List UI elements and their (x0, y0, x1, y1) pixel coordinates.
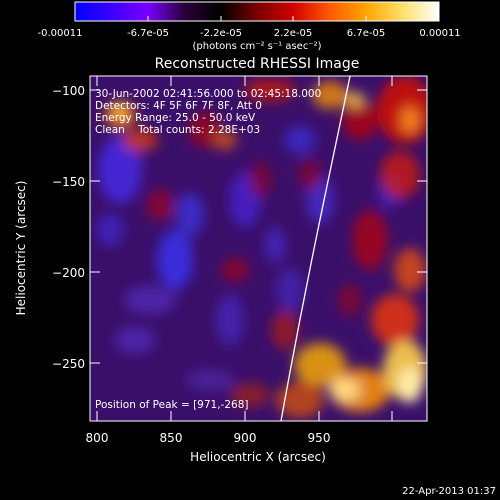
y-axis-label: Heliocentric Y (arcsec) (14, 181, 28, 316)
colorbar-tick-label-5: 0.00011 (419, 28, 460, 39)
colorbar-tick-label-0: -0.00011 (38, 28, 83, 39)
peak-position-label: Position of Peak = [971,-268] (95, 399, 249, 411)
y-tick-label-2: −200 (52, 266, 85, 280)
emission-blob (276, 268, 304, 312)
emission-blob (284, 126, 316, 154)
colorbar-ticks (74, 16, 440, 21)
emission-blob (345, 92, 365, 108)
emission-blob (298, 159, 322, 191)
colorbar-unit-label: (photons cm⁻² s⁻¹ asec⁻²) (192, 41, 321, 52)
emission-blob (338, 284, 362, 316)
emission-blob (157, 230, 193, 290)
emission-blob (98, 136, 142, 204)
info-line-time: 30-Jun-2002 02:41:56.000 to 02:45:18.000 (95, 88, 321, 100)
x-tick-label-3: 950 (308, 431, 331, 445)
emission-blob (112, 104, 128, 120)
emission-blob (265, 227, 285, 263)
emission-blob (244, 78, 296, 102)
emission-blob (122, 128, 158, 152)
x-axis-label: Heliocentric X (arcsec) (190, 450, 326, 464)
plot-title: Reconstructed RHESSI Image (155, 56, 360, 72)
colorbar-tick-label-4: 6.7e-05 (347, 28, 385, 39)
y-tick-label-1: −150 (52, 175, 85, 189)
emission-blob (189, 112, 221, 148)
emission-blob (216, 294, 244, 346)
y-tick-label-0: −100 (52, 84, 85, 98)
emission-blob (176, 193, 204, 237)
emission-blob (380, 151, 420, 199)
y-tick-label-3: −250 (52, 357, 85, 371)
emission-blob (371, 294, 419, 346)
emission-blob (186, 370, 234, 390)
emission-blob (146, 189, 174, 221)
colorbar (74, 1, 440, 22)
emission-blob (230, 383, 270, 407)
plot-frame (89, 75, 428, 422)
solar-limb-line (280, 76, 351, 421)
emission-blob (394, 248, 426, 292)
emission-blob (400, 106, 420, 134)
emission-blob (124, 286, 176, 314)
emission-blob (312, 81, 348, 109)
x-tick-label-1: 850 (160, 431, 183, 445)
info-line-clean: Clean Total counts: 2.28E+03 (95, 124, 260, 136)
emission-blob (96, 214, 124, 246)
colorbar-tick-label-2: -2.2e-05 (200, 28, 242, 39)
plot-image (90, 76, 427, 421)
footer-timestamp: 22-Apr-2013 01:37 (402, 486, 496, 497)
emission-blob (352, 210, 388, 270)
colorbar-tick-label-1: -6.7e-05 (127, 28, 169, 39)
info-line-energy: Energy Range: 25.0 - 50.0 keV (95, 112, 256, 124)
x-tick-label-0: 800 (86, 431, 109, 445)
y-axis-ticks (90, 89, 427, 364)
emission-blob (294, 343, 346, 387)
colorbar-tick-label-3: 2.2e-05 (274, 28, 312, 39)
emission-blob (115, 326, 155, 354)
emission-blob (329, 378, 361, 402)
emission-blob (221, 258, 249, 282)
x-axis-ticks (96, 76, 393, 421)
emission-blob (213, 130, 237, 150)
emission-blob (248, 162, 272, 198)
emission-blob (342, 100, 378, 140)
info-line-detectors: Detectors: 4F 5F 6F 7F 8F, Att 0 (95, 100, 262, 112)
emission-blob (271, 310, 299, 350)
emission-blobs (96, 76, 427, 418)
emission-blob (398, 367, 422, 403)
x-tick-label-2: 900 (234, 431, 257, 445)
emission-blob (276, 382, 324, 418)
